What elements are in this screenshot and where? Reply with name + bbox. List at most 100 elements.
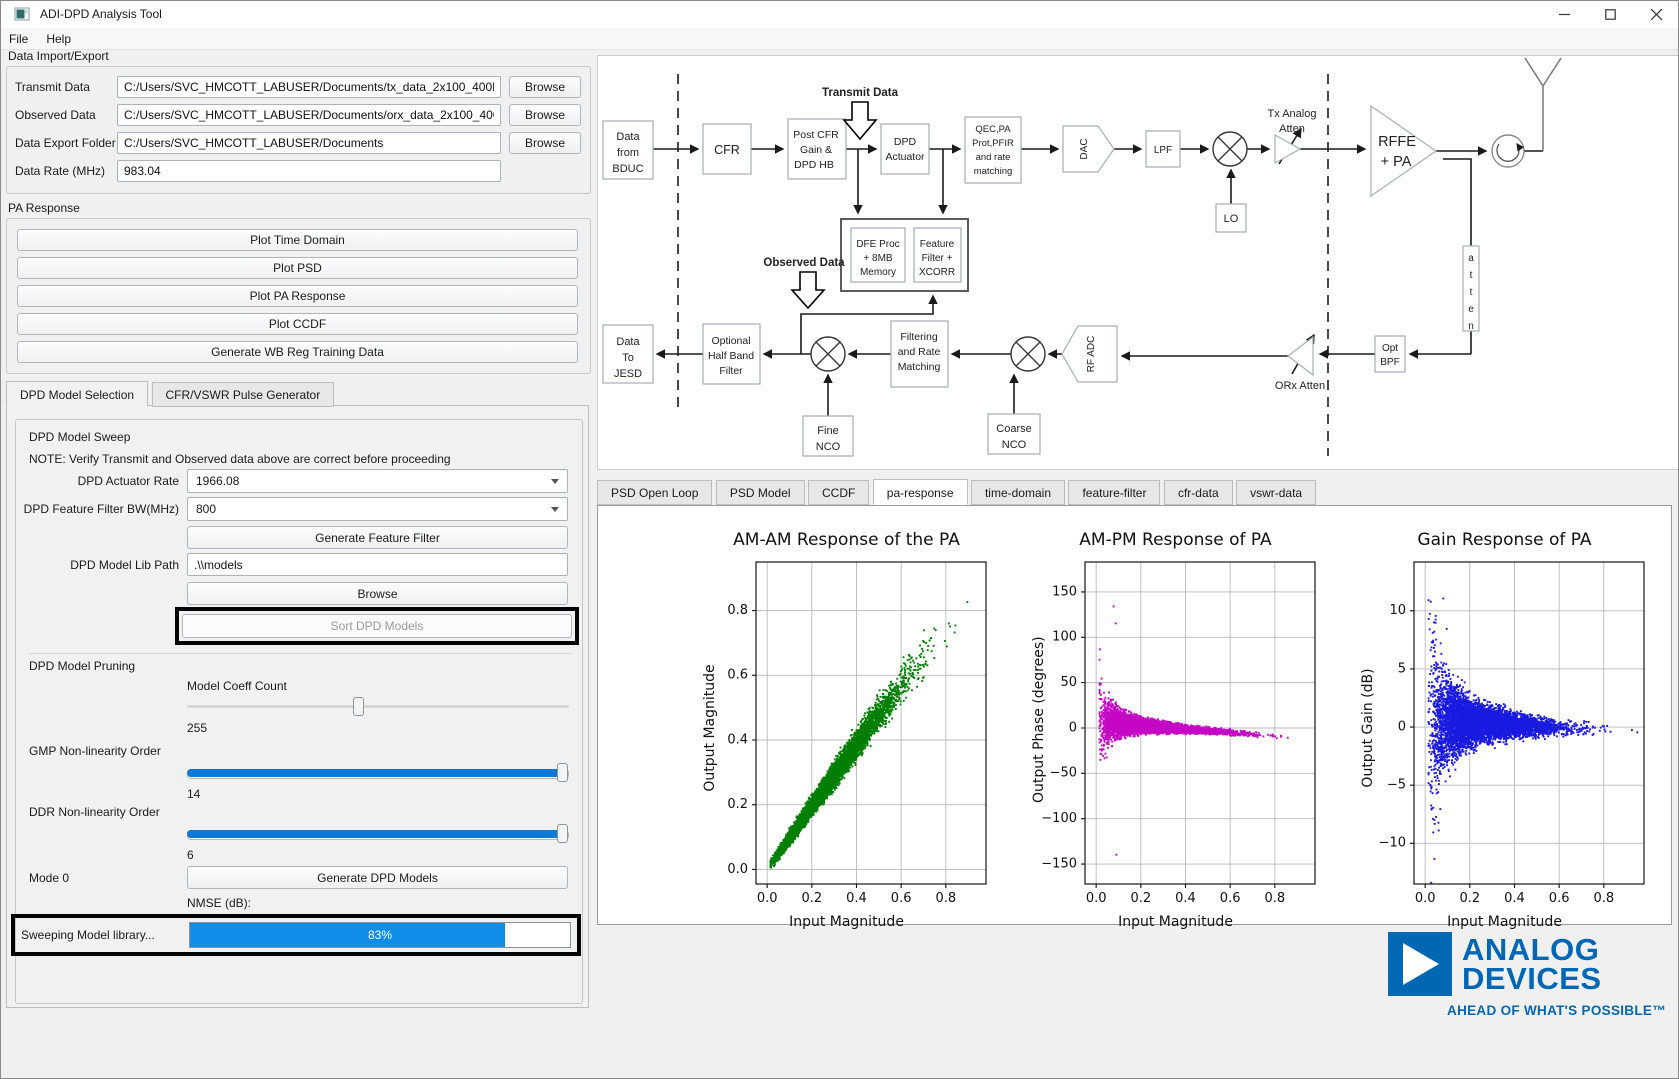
actuator-rate-combobox[interactable]: 1966.08 xyxy=(187,469,568,493)
feature-bw-label: DPD Feature Filter BW(MHz) xyxy=(23,502,179,516)
sweep-progress-bar: 83% xyxy=(189,922,571,948)
diagram-label: Opt xyxy=(1382,343,1398,354)
diagram-label: DPD HB xyxy=(794,159,834,171)
diagram-label: JESD xyxy=(614,368,642,380)
nmse-label: NMSE (dB): xyxy=(187,896,252,910)
export-folder-browse-button[interactable]: Browse xyxy=(509,132,581,154)
slider-thumb[interactable] xyxy=(557,824,569,843)
generate-feature-filter-button[interactable]: Generate Feature Filter xyxy=(187,526,568,549)
diagram-label: Filter + xyxy=(922,253,953,264)
slider-thumb[interactable] xyxy=(352,697,364,716)
observed-data-label: Observed Data xyxy=(15,108,96,122)
export-folder-input[interactable] xyxy=(117,132,501,154)
tab-psd-open-loop[interactable]: PSD Open Loop xyxy=(597,480,713,505)
generate-dpd-models-button[interactable]: Generate DPD Models xyxy=(187,866,568,889)
qec-block xyxy=(964,116,1022,184)
rf-adc-block xyxy=(1061,325,1118,383)
feature-filter-block xyxy=(913,227,962,283)
plot-tabbar: PSD Open Loop PSD Model CCDF pa-response… xyxy=(597,479,1317,505)
transmit-data-browse-button[interactable]: Browse xyxy=(509,76,581,98)
gain-plot-canvas xyxy=(1352,556,1657,918)
tab-ccdf[interactable]: CCDF xyxy=(808,480,870,505)
tab-feature-filter[interactable]: feature-filter xyxy=(1068,480,1161,505)
plot-pa-response-button[interactable]: Plot PA Response xyxy=(17,285,578,307)
model-tab-pane: DPD Model Sweep NOTE: Verify Transmit an… xyxy=(6,405,589,1008)
sweep-progress-highlight-box: Sweeping Model library... 83% xyxy=(11,914,581,956)
circulator-icon xyxy=(1491,134,1525,168)
diagram-label: from xyxy=(617,147,639,159)
diagram-label: Feature xyxy=(920,239,955,250)
minimize-button[interactable] xyxy=(1541,0,1587,28)
tab-pa-response[interactable]: pa-response xyxy=(872,479,968,505)
diagram-label: QEC,PA xyxy=(975,124,1011,135)
tab-dpd-model-selection[interactable]: DPD Model Selection xyxy=(6,381,149,407)
menu-help[interactable]: Help xyxy=(46,31,72,46)
close-icon xyxy=(1650,8,1662,20)
cfr-block xyxy=(702,123,752,175)
gmp-order-slider[interactable] xyxy=(187,762,569,783)
feature-bw-value: 800 xyxy=(196,502,217,516)
actuator-rate-value: 1966.08 xyxy=(196,474,240,488)
transmit-data-input[interactable] xyxy=(117,76,501,98)
diagram-label: Actuator xyxy=(885,151,925,163)
signal-chain-diagram: Transmit Data Observed Data Data from BD… xyxy=(602,57,1562,457)
diagram-label: Matching xyxy=(898,361,941,373)
gain-ylabel: Output Gain (dB) xyxy=(1360,668,1376,788)
diagram-label: + PA xyxy=(1381,154,1412,170)
diagram-label: Prot,PFIR xyxy=(972,138,1014,149)
am-am-ylabel: Output Magnitude xyxy=(702,664,718,792)
sort-dpd-models-button[interactable]: Sort DPD Models xyxy=(182,614,572,638)
plot-time-domain-button[interactable]: Plot Time Domain xyxy=(17,229,578,251)
plot-psd-button[interactable]: Plot PSD xyxy=(17,257,578,279)
diagram-label: Tx Analog xyxy=(1268,108,1317,120)
close-button[interactable] xyxy=(1633,0,1679,28)
plot-ccdf-button[interactable]: Plot CCDF xyxy=(17,313,578,335)
observed-data-input[interactable] xyxy=(117,104,501,126)
slider-fill xyxy=(187,830,564,838)
progress-percent-label: 83% xyxy=(367,928,393,942)
diagram-label: t xyxy=(1470,270,1473,281)
feature-bw-combobox[interactable]: 800 xyxy=(187,497,568,521)
analog-devices-triangle-icon xyxy=(1388,932,1452,996)
slider-track xyxy=(187,705,569,708)
diagram-label: Atten xyxy=(1279,123,1305,135)
model-coeff-slider[interactable] xyxy=(187,696,569,717)
data-rate-input[interactable] xyxy=(117,160,501,182)
tab-time-domain[interactable]: time-domain xyxy=(970,480,1065,505)
tab-cfr-data[interactable]: cfr-data xyxy=(1163,480,1233,505)
maximize-button[interactable] xyxy=(1587,0,1633,28)
diagram-label: Data xyxy=(616,131,640,143)
observed-data-annotation: Observed Data xyxy=(763,257,845,269)
logo-tagline: AHEAD OF WHAT'S POSSIBLE™ xyxy=(1447,1003,1666,1018)
diagram-label: Fine xyxy=(817,425,838,437)
coeff-count-value: 255 xyxy=(187,721,208,735)
diagram-label: To xyxy=(622,352,634,364)
dpd-note: NOTE: Verify Transmit and Observed data … xyxy=(29,452,451,466)
app-icon xyxy=(14,7,30,21)
pa-response-groupbox: Plot Time Domain Plot PSD Plot PA Respon… xyxy=(6,218,591,374)
lib-path-input[interactable] xyxy=(187,553,568,576)
dac-block xyxy=(1062,125,1115,173)
signal-chain-diagram-panel: Transmit Data Observed Data Data from BD… xyxy=(597,55,1679,470)
menu-file[interactable]: File xyxy=(9,31,29,46)
lib-path-browse-button[interactable]: Browse xyxy=(187,582,568,605)
logo-line1: ANALOG xyxy=(1462,932,1600,967)
diagram-label: e xyxy=(1468,304,1474,315)
am-am-title: AM-AM Response of the PA xyxy=(733,530,960,550)
gain-title: Gain Response of PA xyxy=(1417,530,1592,550)
tab-cfr-vswr-pulse-generator[interactable]: CFR/VSWR Pulse Generator xyxy=(151,382,335,407)
am-am-plot-canvas xyxy=(694,556,999,918)
am-am-xlabel: Input Magnitude xyxy=(789,914,904,930)
mode-label: Mode 0 xyxy=(29,871,70,885)
minimize-icon xyxy=(1558,13,1570,15)
observed-data-browse-button[interactable]: Browse xyxy=(509,104,581,126)
pa-response-plot-panel: AM-AM Response of the PA Output Magnitud… xyxy=(597,505,1672,930)
analog-devices-logo: ANALOG DEVICES AHEAD OF WHAT'S POSSIBLE™ xyxy=(1388,932,1666,1018)
ddr-order-slider[interactable] xyxy=(187,823,569,844)
generate-wb-reg-button[interactable]: Generate WB Reg Training Data xyxy=(17,341,578,363)
jesd-block xyxy=(602,324,654,384)
tab-vswr-data[interactable]: vswr-data xyxy=(1236,480,1317,505)
tab-psd-model[interactable]: PSD Model xyxy=(715,480,805,505)
gmp-order-value: 14 xyxy=(187,787,201,801)
slider-thumb[interactable] xyxy=(557,763,569,782)
